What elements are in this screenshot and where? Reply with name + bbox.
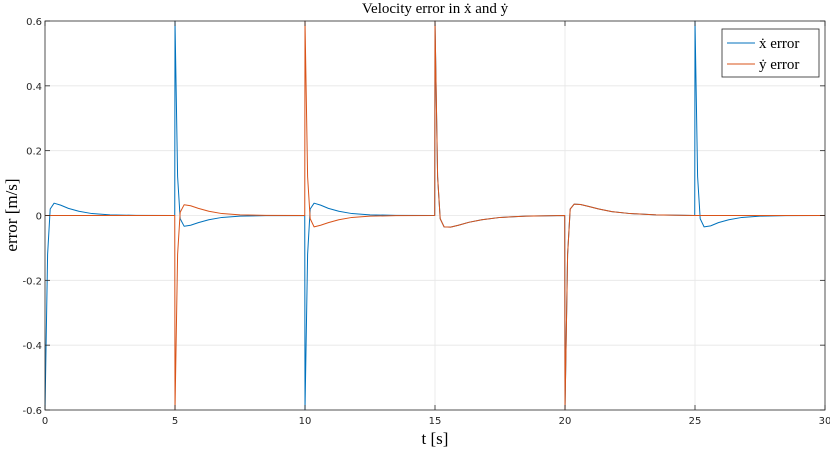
x-tick-label: 20 <box>559 416 572 427</box>
legend: ẋ error ẏ error <box>721 28 820 78</box>
x-tick-label: 25 <box>689 416 702 427</box>
y-tick-label: -0.2 <box>22 276 42 287</box>
chart-title: Velocity error in ẋ and ẏ <box>362 1 509 17</box>
y-tick-label: 0.4 <box>26 82 42 93</box>
y-tick-label: 0 <box>36 212 42 223</box>
y-tick-label: -0.4 <box>22 341 42 352</box>
y-axis-label: error [m/s] <box>2 178 21 251</box>
y-tick-label: 0.2 <box>26 147 42 158</box>
series-layer <box>44 20 826 411</box>
x-tick-label: 10 <box>299 416 312 427</box>
y-axis-ticks: -0.6 -0.4 -0.2 0 0.2 0.4 0.6 <box>22 17 825 417</box>
x-axis-ticks: 0 5 10 15 20 25 30 <box>42 21 830 427</box>
series-line-y-error <box>45 20 825 411</box>
legend-label-x-error: ẋ error <box>759 36 799 52</box>
x-tick-label: 5 <box>172 416 178 427</box>
legend-label-y-error: ẏ error <box>759 57 799 73</box>
legend-box <box>721 28 820 78</box>
x-tick-label: 30 <box>819 416 830 427</box>
x-tick-label: 0 <box>42 416 48 427</box>
y-tick-label: 0.6 <box>26 17 42 28</box>
x-tick-label: 15 <box>429 416 442 427</box>
x-axis-label: t [s] <box>422 429 449 448</box>
y-tick-label: -0.6 <box>22 406 42 417</box>
